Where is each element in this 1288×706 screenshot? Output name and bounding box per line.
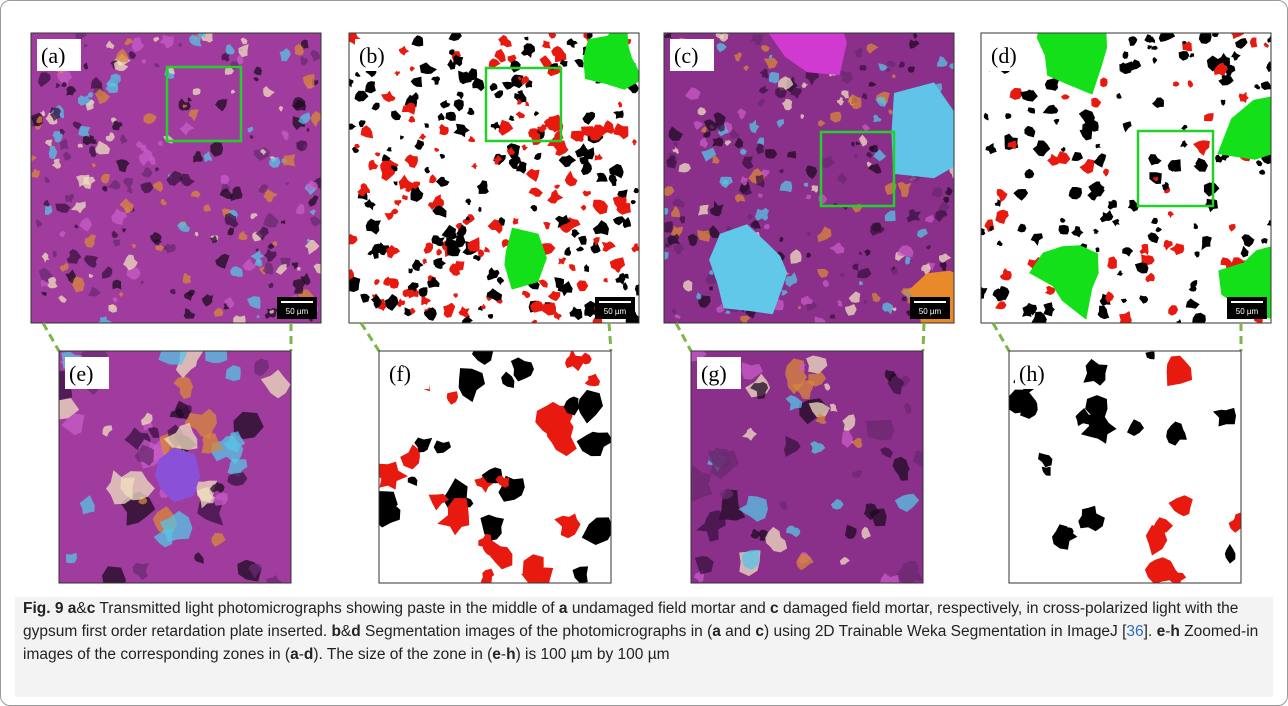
panel-label: (h)	[1019, 361, 1045, 386]
blob	[78, 144, 83, 148]
panel-label: (g)	[701, 361, 727, 386]
scale-bar-label: 50 µm	[286, 307, 309, 316]
caption-text: undamaged field mortar and	[568, 600, 770, 617]
blob	[758, 193, 763, 197]
scale-bar-label: 50 µm	[919, 307, 942, 316]
blob	[859, 65, 866, 71]
blob	[660, 221, 674, 233]
caption-text: Transmitted light photomicrographs showi…	[95, 600, 559, 617]
citation-link[interactable]: 36	[1126, 623, 1143, 640]
scale-bar-label: 50 µm	[604, 307, 627, 316]
panel-label: (a)	[41, 43, 65, 68]
caption-text: ) is 100 µm by 100 µm	[516, 646, 670, 663]
caption-text: and	[721, 623, 755, 640]
blob	[709, 286, 713, 290]
panel-label: (b)	[359, 43, 385, 68]
caption-text: ].	[1144, 623, 1157, 640]
blob	[635, 284, 646, 296]
blob	[866, 420, 894, 441]
caption-text: Fig. 9	[23, 600, 63, 617]
caption-text: h	[1170, 623, 1179, 640]
panel-label: (f)	[389, 361, 411, 386]
caption-text: h	[506, 646, 515, 663]
caption-text: b	[331, 623, 340, 640]
blob	[1096, 247, 1100, 252]
caption-text: &	[341, 623, 351, 640]
caption-text: e	[492, 646, 501, 663]
caption-text: c	[770, 600, 779, 617]
caption-text: d	[304, 646, 313, 663]
panel-label: (c)	[674, 43, 698, 68]
panel-image	[28, 29, 326, 329]
caption-text: a	[559, 600, 568, 617]
zoom-line	[993, 323, 1009, 351]
blob	[284, 154, 296, 167]
panel-label: (e)	[69, 361, 93, 386]
caption-text: e	[1157, 623, 1166, 640]
caption-text: &	[76, 600, 86, 617]
caption-text: a	[290, 646, 299, 663]
blob	[158, 339, 187, 364]
zoom-line	[923, 323, 924, 351]
scale-bar-label: 50 µm	[1236, 307, 1259, 316]
figure-panels: (a) 50 µm (b) 50 µm (c) 50 µm (d) 50 µm (e) (f) (g…	[1, 1, 1288, 593]
caption-text: d	[351, 623, 360, 640]
blob	[892, 82, 970, 178]
caption-text: Segmentation images of the photomicrogra…	[361, 623, 713, 640]
figure: (a) 50 µm (b) 50 µm (c) 50 µm (d) 50 µm (e) (f) (g…	[0, 0, 1288, 706]
panel-label: (d)	[991, 43, 1017, 68]
caption-text: ) using 2D Trainable Weka Segmentation i…	[764, 623, 1126, 640]
caption-text: c	[755, 623, 764, 640]
blob	[830, 314, 836, 318]
caption: Fig. 9 a & c Transmitted light photomicrog…	[15, 597, 1273, 697]
zoom-line	[609, 323, 611, 351]
caption-text: a	[712, 623, 721, 640]
blob	[769, 72, 779, 84]
zoom-line	[43, 323, 59, 351]
blob	[1059, 225, 1070, 235]
zoom-line	[361, 323, 379, 351]
zoom-line	[676, 323, 691, 351]
blob	[1212, 31, 1219, 37]
blob	[233, 315, 245, 326]
blob	[403, 290, 411, 298]
caption-text: ). The size of the zone in (	[313, 646, 492, 663]
